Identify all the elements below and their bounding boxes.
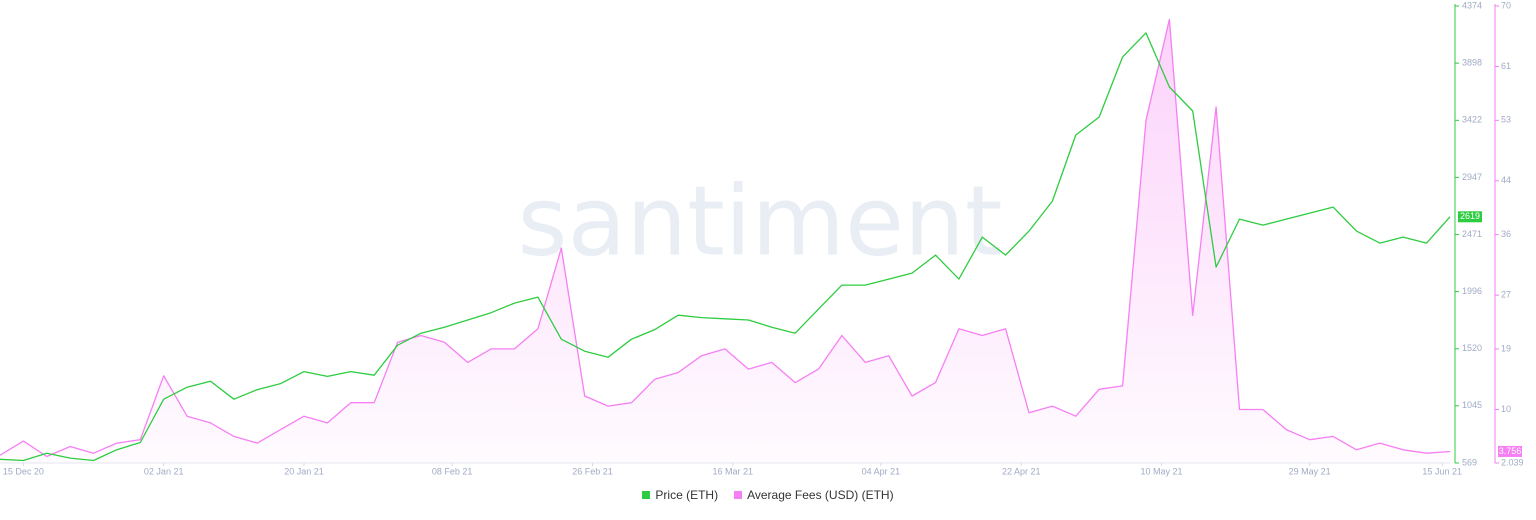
y2-tick-label: 53: [1501, 115, 1511, 125]
y2-tick-label: 61: [1501, 61, 1511, 71]
y-tick-label: 3422: [1462, 115, 1482, 125]
y2-tick-label: 44: [1501, 175, 1511, 185]
y-tick-label: 1045: [1462, 400, 1482, 410]
y2-tick-label: 10: [1501, 404, 1511, 414]
x-tick-label: 10 May 21: [1141, 466, 1183, 476]
y2-tick-label: 19: [1501, 343, 1511, 353]
legend-label: Price (ETH): [655, 488, 719, 502]
current-value-badge: [1498, 445, 1522, 457]
y-tick-label: 569: [1462, 457, 1477, 467]
current-value-label: 2619: [1460, 211, 1480, 221]
x-tick-label: 04 Apr 21: [862, 466, 901, 476]
x-tick-label: 02 Jan 21: [144, 466, 184, 476]
y2-tick-label: 2.039: [1501, 457, 1524, 467]
watermark: santiment: [517, 165, 1002, 277]
y-tick-label: 1520: [1462, 343, 1482, 353]
x-tick-label: 20 Jan 21: [284, 466, 324, 476]
current-value-label: 3.756: [1499, 446, 1522, 456]
x-tick-label: 15 Dec 20: [3, 466, 44, 476]
legend-item[interactable]: Price (ETH): [642, 488, 718, 502]
x-tick-label: 22 Apr 21: [1002, 466, 1041, 476]
legend-label: Average Fees (USD) (ETH): [747, 488, 894, 502]
area: [0, 19, 1450, 464]
y-tick-label: 4374: [1462, 0, 1482, 10]
x-tick-label: 26 Feb 21: [572, 466, 613, 476]
y2-tick-label: 36: [1501, 229, 1511, 239]
x-tick-label: 15 Jun 21: [1422, 466, 1462, 476]
y-tick-label: 2471: [1462, 229, 1482, 239]
y2-tick-label: 27: [1501, 290, 1511, 300]
chart: santiment 15 Dec 20 02 Jan 21 20 Jan 21 08 …: [0, 0, 1524, 476]
y-tick-label: 2947: [1462, 172, 1482, 182]
y-tick-label: 3898: [1462, 58, 1482, 68]
x-tick-label: 16 Mar 21: [713, 466, 754, 476]
y-tick-label: 1996: [1462, 286, 1482, 296]
y2-tick-label: 70: [1501, 0, 1511, 10]
legend-swatch: [734, 491, 743, 499]
legend-item[interactable]: Average Fees (USD) (ETH): [734, 488, 894, 502]
x-tick-label: 08 Feb 21: [432, 466, 473, 476]
series-line: [0, 18, 1451, 458]
current-value-badge: [1458, 211, 1482, 223]
legend-swatch: [642, 491, 651, 499]
series-line: [0, 32, 1451, 462]
x-tick-label: 29 May 21: [1289, 466, 1331, 476]
legend: Price (ETH) Average Fees (USD) (ETH): [0, 488, 1536, 502]
